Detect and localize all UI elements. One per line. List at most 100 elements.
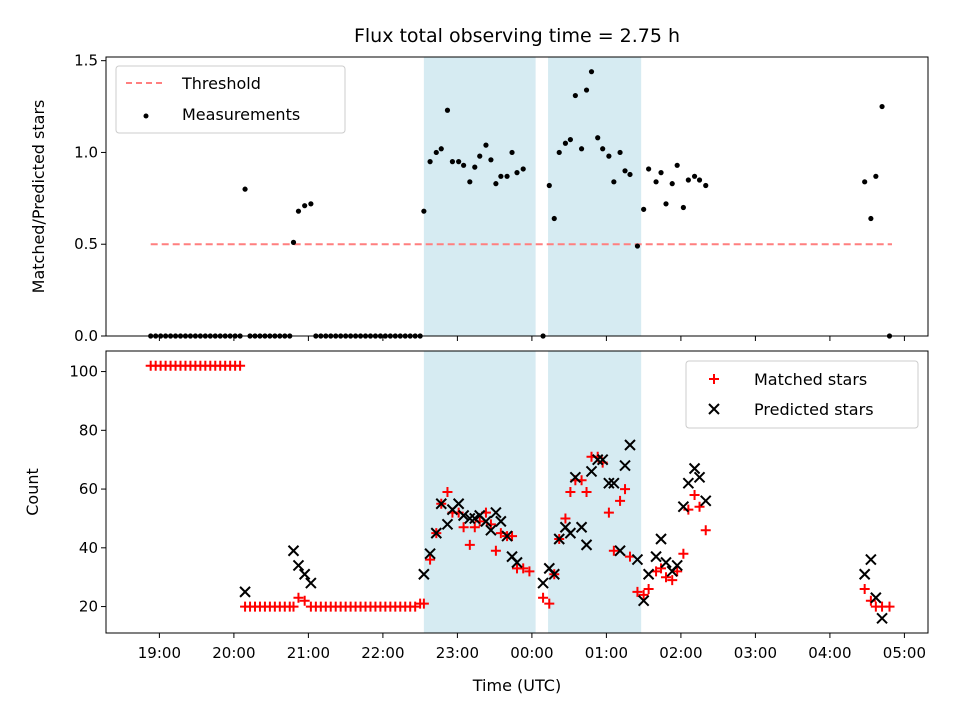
predicted-star-marker: [608, 477, 620, 489]
measurement-point: [493, 181, 499, 187]
x-tick-label: 00:00: [510, 644, 553, 662]
matched-star-marker: [442, 487, 453, 497]
bottom-legend: Matched stars Predicted stars: [685, 360, 919, 429]
measurement-point: [483, 142, 489, 148]
legend-predicted-swatch: [708, 403, 720, 415]
matched-star-marker: [425, 554, 436, 565]
matched-star-marker: [490, 545, 501, 556]
predicted-star-points: [239, 439, 888, 625]
predicted-star-marker: [870, 592, 882, 604]
top-axes-frame: [105, 56, 929, 337]
bottom-y-ticks: 20 40 60 80 100: [69, 363, 106, 616]
matched-star-marker: [469, 522, 480, 533]
measurement-point: [302, 203, 308, 209]
matched-star-marker: [538, 592, 549, 603]
predicted-star-marker: [292, 559, 305, 572]
predicted-star-marker: [490, 506, 502, 519]
predicted-star-marker: [452, 498, 465, 510]
matched-star-marker: [620, 484, 631, 495]
predicted-star-marker: [435, 498, 447, 510]
matched-star-marker: [678, 548, 689, 559]
measurement-point: [546, 182, 552, 189]
measurement-point: [477, 153, 483, 159]
matched-star-marker: [672, 566, 683, 577]
top-y-ticks: 0.0 0.5 1.0 1.5: [74, 52, 106, 345]
measurement-point: [444, 107, 451, 113]
predicted-star-marker: [624, 439, 636, 451]
measurement-point: [627, 171, 633, 178]
measurement-point: [472, 164, 478, 170]
measurement-point: [663, 201, 669, 207]
x-tick-label: 20:00: [212, 644, 255, 662]
measurement-point: [691, 173, 698, 179]
legend-matched-label: Matched stars: [754, 370, 867, 389]
predicted-star-marker: [480, 515, 492, 528]
legend-plus-marker: [709, 374, 719, 384]
predicted-star-marker: [865, 553, 877, 566]
bottom-legend-box: [685, 360, 919, 429]
predicted-star-marker: [677, 500, 690, 513]
measurement-point: [653, 179, 659, 185]
x-tick-label: 23:00: [436, 644, 479, 662]
measurement-point: [509, 149, 515, 156]
top-legend: Threshold Measurements: [115, 65, 346, 134]
measurement-point: [583, 87, 590, 93]
predicted-star-marker: [501, 530, 513, 542]
predicted-star-marker: [614, 545, 626, 557]
top-y-axis-label: Matched/Predicted stars: [29, 100, 48, 294]
matched-star-marker: [418, 598, 429, 609]
measurement-point: [461, 162, 467, 168]
matched-star-marker: [581, 487, 592, 497]
predicted-star-marker: [655, 533, 667, 545]
measurement-point: [567, 136, 573, 143]
measurement-point: [514, 170, 520, 176]
measurement-point: [669, 181, 675, 187]
matched-star-marker: [689, 489, 700, 500]
predicted-star-marker: [239, 586, 251, 598]
measurement-point: [595, 135, 601, 141]
matched-star-marker: [235, 360, 246, 371]
legend-matched-swatch: [709, 374, 719, 384]
matched-star-marker: [608, 545, 619, 556]
predicted-star-marker: [430, 527, 442, 539]
measurement-point: [498, 173, 504, 179]
measurement-point: [290, 239, 297, 245]
predicted-star-marker: [441, 518, 454, 531]
matched-star-marker: [661, 572, 672, 583]
matched-star-marker: [288, 601, 299, 612]
measurement-point: [504, 173, 510, 179]
measurement-point: [562, 140, 569, 146]
legend-measurements-label: Measurements: [182, 105, 300, 124]
predicted-star-marker: [619, 459, 631, 472]
predicted-star-marker: [298, 568, 311, 580]
measurement-point: [868, 215, 874, 222]
measurement-point: [308, 201, 314, 207]
predicted-star-marker: [637, 594, 650, 607]
matched-star-marker: [507, 531, 518, 542]
measurement-point: [421, 208, 427, 214]
observing-window-2: [548, 351, 642, 633]
x-tick-label: 19:00: [138, 644, 181, 662]
predicted-star-marker: [603, 477, 615, 489]
measurement-point: [611, 179, 617, 185]
predicted-star-marker: [580, 539, 593, 551]
measurement-point: [685, 177, 691, 183]
predicted-star-marker: [858, 568, 871, 580]
measurement-point: [588, 69, 595, 75]
predicted-star-marker: [682, 477, 695, 489]
legend-x-marker: [708, 403, 720, 415]
y-tick-label: 20: [79, 598, 98, 616]
measurement-point: [600, 146, 606, 152]
measurement-point: [578, 146, 585, 152]
measurement-point: [427, 159, 433, 165]
predicted-star-marker: [553, 533, 565, 545]
legend-threshold-label: Threshold: [181, 74, 261, 93]
predicted-star-marker: [287, 545, 300, 557]
predicted-star-marker: [650, 550, 662, 563]
measurement-point: [456, 159, 462, 165]
matched-star-marker: [464, 539, 475, 550]
bottom-x-ticks: 19:00 20:00 21:00 22:00 23:00 00:00 01:00 02:00…: [138, 633, 926, 662]
predicted-star-marker: [485, 524, 497, 536]
predicted-star-marker: [495, 515, 507, 528]
measurement-point: [606, 153, 612, 159]
